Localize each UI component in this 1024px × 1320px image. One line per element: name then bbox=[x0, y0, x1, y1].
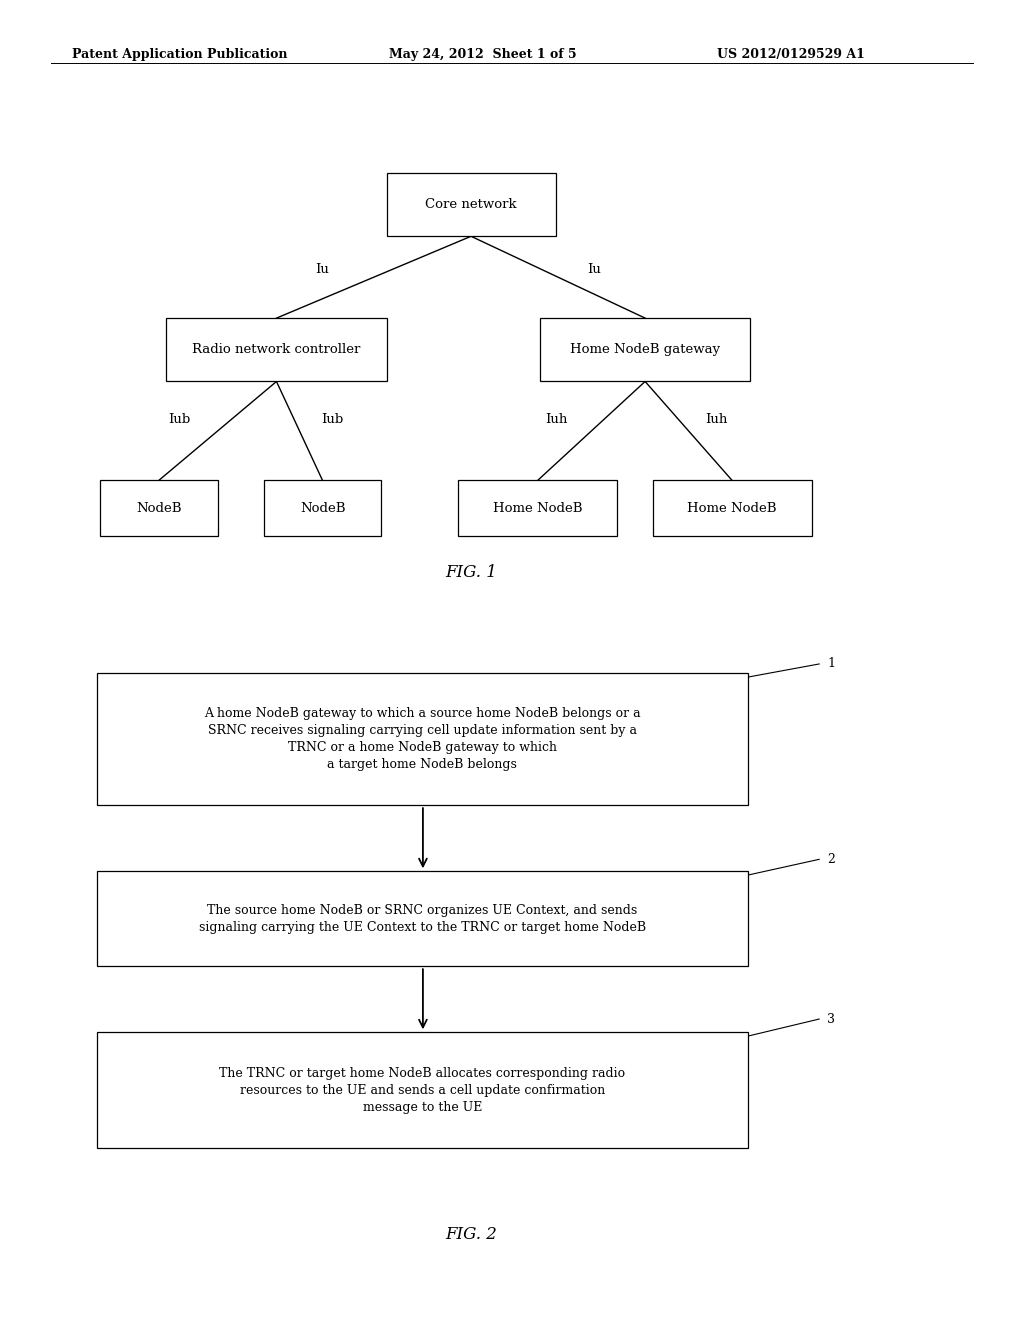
Text: NodeB: NodeB bbox=[136, 502, 181, 515]
Text: Iub: Iub bbox=[168, 413, 190, 426]
Text: Iub: Iub bbox=[322, 413, 344, 426]
Text: Iuh: Iuh bbox=[545, 413, 567, 426]
Text: 1: 1 bbox=[827, 657, 836, 671]
Text: Iuh: Iuh bbox=[706, 413, 728, 426]
Text: Home NodeB gateway: Home NodeB gateway bbox=[570, 343, 720, 356]
Bar bbox=[459, 480, 616, 536]
Text: A home NodeB gateway to which a source home NodeB belongs or a
SRNC receives sig: A home NodeB gateway to which a source h… bbox=[204, 708, 641, 771]
Text: Patent Application Publication: Patent Application Publication bbox=[72, 48, 287, 61]
Bar bbox=[167, 318, 387, 381]
Text: Home NodeB: Home NodeB bbox=[687, 502, 777, 515]
Text: Home NodeB: Home NodeB bbox=[493, 502, 583, 515]
Text: FIG. 2: FIG. 2 bbox=[445, 1226, 497, 1242]
Text: Core network: Core network bbox=[425, 198, 517, 211]
Text: May 24, 2012  Sheet 1 of 5: May 24, 2012 Sheet 1 of 5 bbox=[389, 48, 577, 61]
Bar bbox=[653, 480, 811, 536]
Bar bbox=[541, 318, 750, 381]
Text: 2: 2 bbox=[827, 853, 836, 866]
Bar bbox=[100, 480, 218, 536]
Text: Radio network controller: Radio network controller bbox=[193, 343, 360, 356]
Text: Iu: Iu bbox=[315, 263, 330, 276]
Text: FIG. 1: FIG. 1 bbox=[445, 565, 497, 581]
Bar bbox=[264, 480, 381, 536]
Bar bbox=[387, 173, 555, 236]
Bar bbox=[97, 673, 748, 805]
Bar bbox=[97, 1032, 748, 1148]
Bar bbox=[97, 871, 748, 966]
Text: US 2012/0129529 A1: US 2012/0129529 A1 bbox=[717, 48, 864, 61]
Text: NodeB: NodeB bbox=[300, 502, 345, 515]
Text: The TRNC or target home NodeB allocates corresponding radio
resources to the UE : The TRNC or target home NodeB allocates … bbox=[219, 1067, 626, 1114]
Text: Iu: Iu bbox=[587, 263, 601, 276]
Text: The source home NodeB or SRNC organizes UE Context, and sends
signaling carrying: The source home NodeB or SRNC organizes … bbox=[199, 904, 646, 933]
Text: 3: 3 bbox=[827, 1012, 836, 1026]
